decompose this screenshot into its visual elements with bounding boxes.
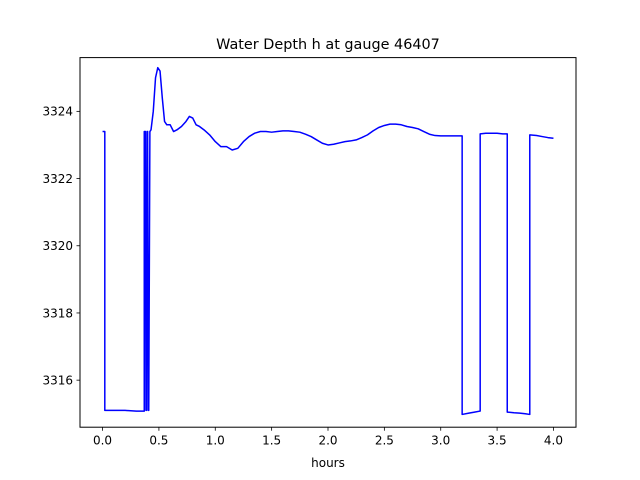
axis-ticks: 0.0 0.5 1.0 1.5 2.0 2.5 3.0 3.5 4.0 3316 3318 3320 3… bbox=[42, 105, 563, 448]
x-tick-label: 0.5 bbox=[149, 434, 168, 448]
y-tick-label: 3324 bbox=[42, 105, 73, 119]
x-tick-label: 4.0 bbox=[544, 434, 563, 448]
x-tick-label: 3.0 bbox=[431, 434, 450, 448]
plot-area bbox=[102, 66, 554, 416]
x-tick-label: 2.0 bbox=[318, 434, 337, 448]
y-tick-label: 3320 bbox=[42, 239, 73, 253]
y-tick-label: 3318 bbox=[42, 306, 73, 320]
x-axis-label: hours bbox=[311, 456, 345, 470]
y-tick-label: 3316 bbox=[42, 373, 73, 387]
x-tick-label: 2.5 bbox=[375, 434, 394, 448]
chart-title: Water Depth h at gauge 46407 bbox=[216, 37, 440, 53]
axes-frame bbox=[79, 57, 577, 428]
y-tick-label: 3322 bbox=[42, 172, 73, 186]
x-tick-label: 1.5 bbox=[262, 434, 281, 448]
x-tick-label: 3.5 bbox=[488, 434, 507, 448]
x-tick-label: 1.0 bbox=[206, 434, 225, 448]
x-tick-label: 0.0 bbox=[93, 434, 112, 448]
series-line bbox=[102, 66, 554, 416]
